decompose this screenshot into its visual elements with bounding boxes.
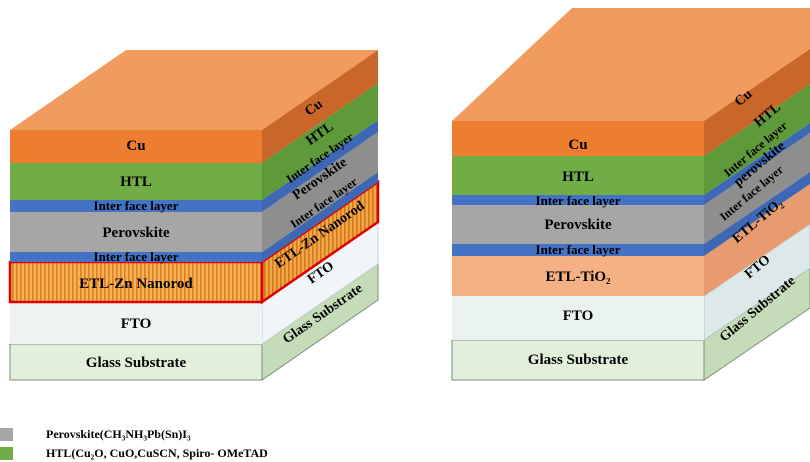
legend-htl-text: HTL(Cu₂O, CuO,CuSCN, Spiro- OMeTAD xyxy=(46,446,268,460)
left-front-cu-label: Cu xyxy=(126,138,145,154)
left-front-htl-label: HTL xyxy=(120,174,152,190)
legend-htl-swatch xyxy=(0,447,13,460)
left-interface-top-layer xyxy=(10,120,378,212)
right-front-interface-top-label: Inter face layer xyxy=(536,193,621,208)
left-front-interface-top-label: Inter face layer xyxy=(94,198,179,213)
left-etl-layer xyxy=(8,179,380,305)
right-front-perovskite-label: Perovskite xyxy=(544,217,612,233)
left-stack: Cu HTL Inter face layer Perovskite Inter… xyxy=(8,50,380,381)
left-interface-bottom-layer xyxy=(10,172,378,262)
left-front-etl-label: ETL-Zn Nanorod xyxy=(79,276,193,292)
left-front-glass-label: Glass Substrate xyxy=(86,355,187,371)
right-front-etl-label: ETL-TiO₂ xyxy=(545,269,611,285)
right-etl-layer xyxy=(452,184,810,296)
left-cu-layer xyxy=(10,50,378,163)
left-perovskite-layer xyxy=(10,132,378,252)
right-htl-layer xyxy=(452,84,810,195)
left-htl-layer xyxy=(10,83,378,200)
right-front-cu-label: Cu xyxy=(568,137,587,153)
legend-perovskite-swatch xyxy=(0,428,13,441)
right-front-fto-label: FTO xyxy=(563,308,594,324)
right-interface-bottom-layer xyxy=(452,172,810,256)
left-front-interface-bottom-label: Inter face layer xyxy=(94,249,179,264)
right-perovskite-layer xyxy=(452,133,810,244)
left-front-perovskite-label: Perovskite xyxy=(102,225,170,241)
legend-perovskite-text: Perovskite(CH₃NH₃Pb(Sn)I₃ xyxy=(46,427,191,441)
right-front-glass-label: Glass Substrate xyxy=(528,352,629,368)
left-front-fto-label: FTO xyxy=(121,316,152,332)
right-front-htl-label: HTL xyxy=(562,169,594,185)
right-front-interface-bottom-label: Inter face layer xyxy=(536,242,621,257)
right-interface-top-layer xyxy=(452,123,810,205)
right-stack: Cu HTL Inter face layer Perovskite Inter… xyxy=(450,8,810,381)
right-cu-layer xyxy=(452,8,810,156)
